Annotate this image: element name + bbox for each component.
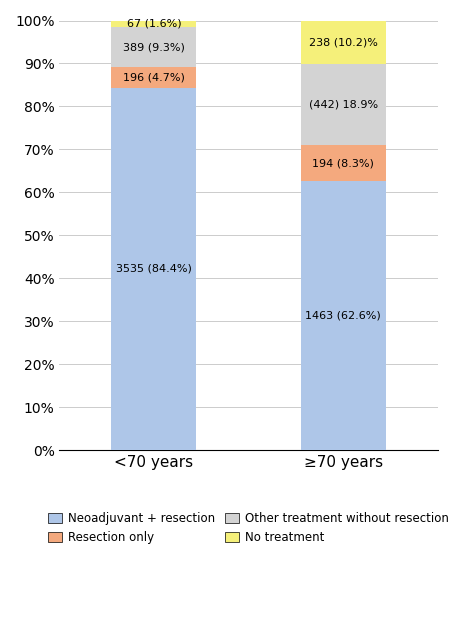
Bar <box>111 67 197 87</box>
Bar <box>301 181 386 450</box>
Bar <box>301 20 386 64</box>
Text: 238 (10.2)%: 238 (10.2)% <box>309 37 377 48</box>
Text: 389 (9.3%): 389 (9.3%) <box>123 42 185 53</box>
Text: 196 (4.7%): 196 (4.7%) <box>123 72 185 82</box>
Text: 67 (1.6%): 67 (1.6%) <box>127 19 181 29</box>
Legend: Neoadjuvant + resection, Resection only, Other treatment without resection, No t: Neoadjuvant + resection, Resection only,… <box>44 508 454 549</box>
Bar <box>111 20 197 27</box>
Bar <box>111 87 197 450</box>
Text: 1463 (62.6%): 1463 (62.6%) <box>305 311 381 321</box>
Bar <box>111 27 197 67</box>
Text: 194 (8.3%): 194 (8.3%) <box>312 158 374 168</box>
Text: (442) 18.9%: (442) 18.9% <box>309 100 378 110</box>
Bar <box>301 64 386 145</box>
Bar <box>301 145 386 181</box>
Text: 3535 (84.4%): 3535 (84.4%) <box>116 264 192 274</box>
